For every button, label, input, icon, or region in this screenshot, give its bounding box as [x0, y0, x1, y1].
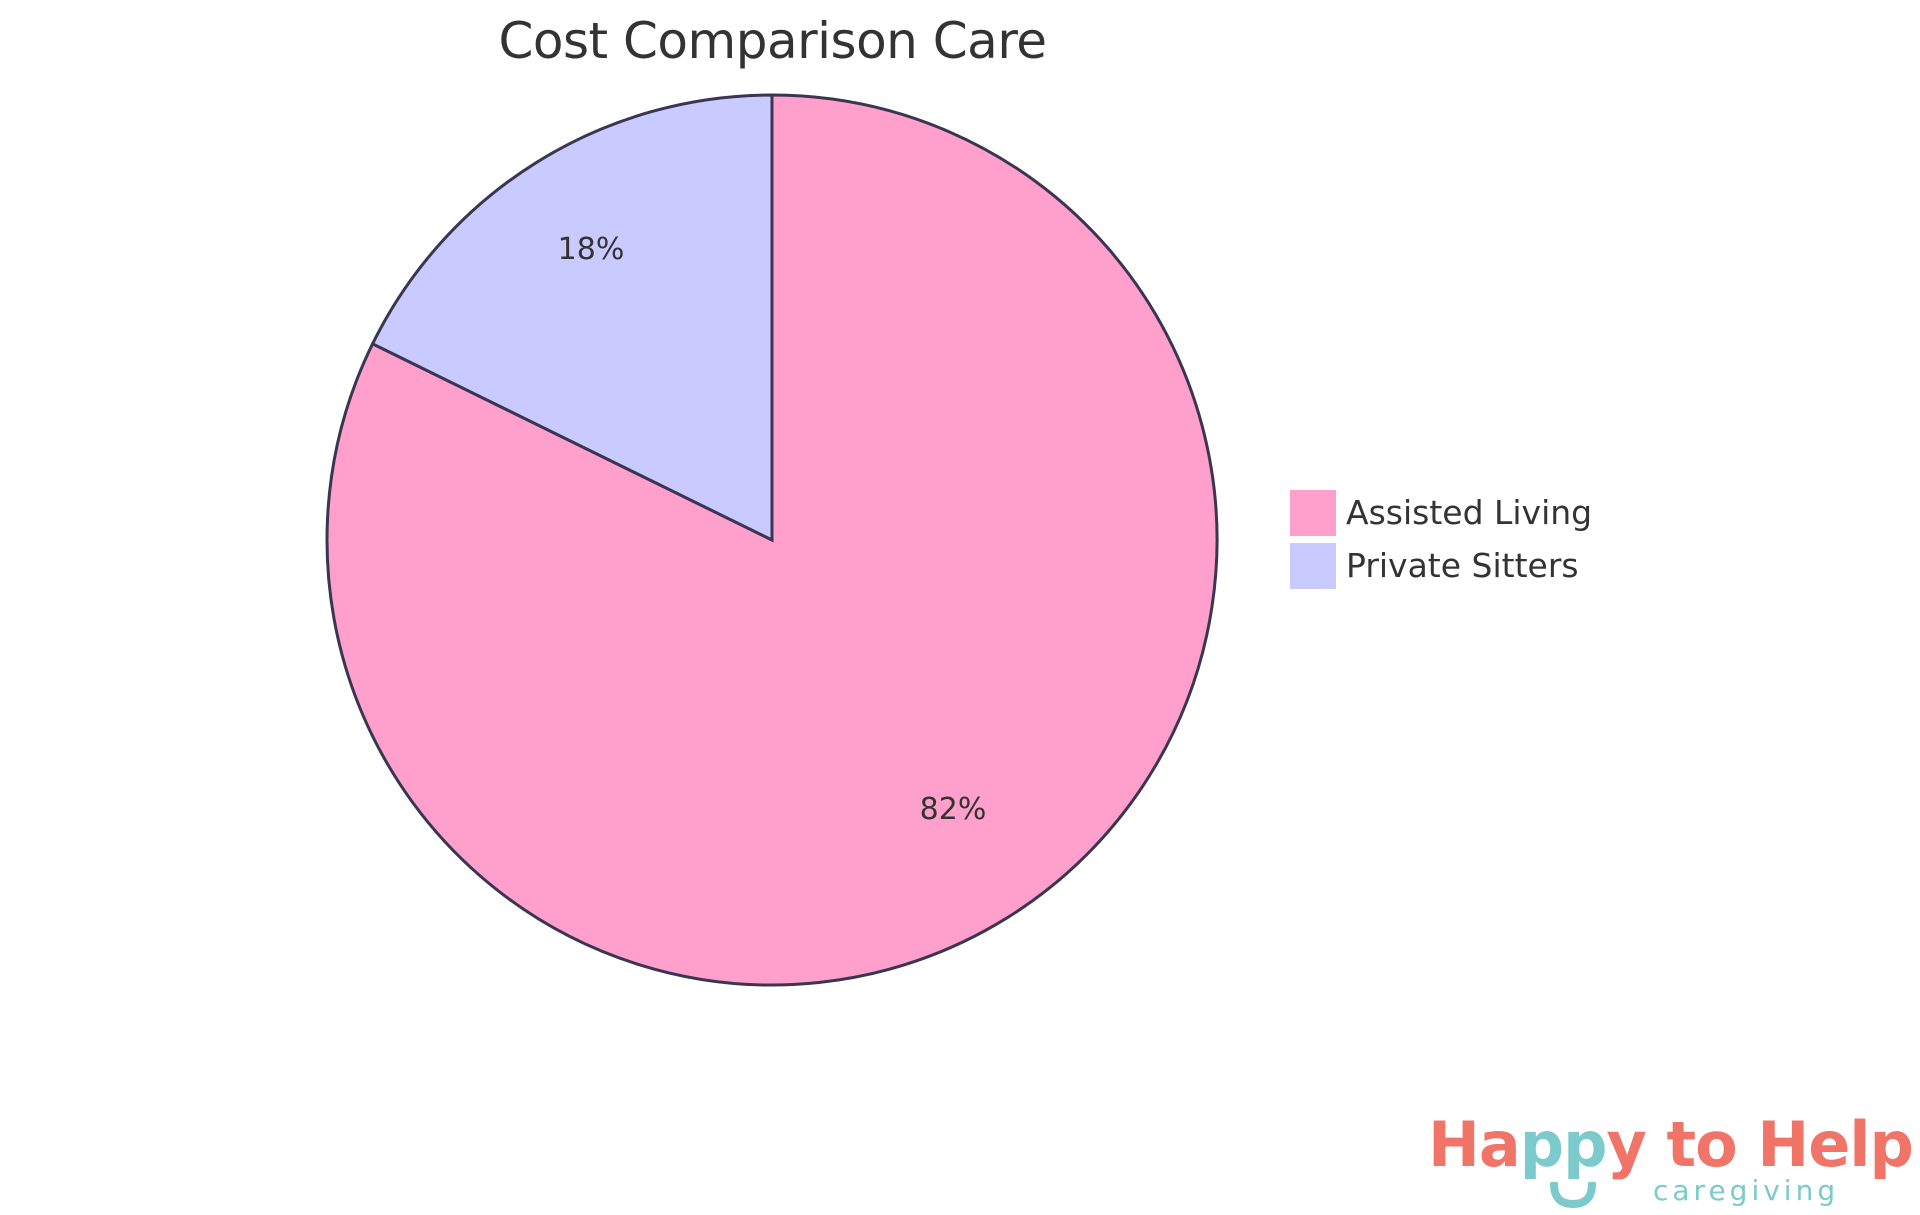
logo-subtitle: caregiving	[1653, 1174, 1840, 1207]
legend: Assisted Living Private Sitters	[1290, 486, 1592, 592]
legend-label: Private Sitters	[1346, 546, 1579, 585]
chart-title: Cost Comparison Care	[498, 12, 1047, 70]
legend-swatch-assisted-living	[1290, 489, 1336, 536]
legend-item-assisted-living: Assisted Living	[1290, 486, 1592, 539]
logo-text-part2: pp	[1519, 1108, 1608, 1181]
legend-item-private-sitters: Private Sitters	[1290, 539, 1592, 592]
logo-wordmark: Happy to Help	[1428, 1108, 1914, 1181]
slice-label-private-sitters: 18%	[558, 232, 625, 267]
smile-icon	[1550, 1182, 1596, 1208]
slice-private-sitters	[370, 93, 774, 543]
logo-text-part1: Ha	[1428, 1108, 1521, 1181]
slice-label-assisted-living: 82%	[920, 792, 987, 827]
legend-swatch-private-sitters	[1290, 542, 1336, 589]
company-logo: Happy to Help caregiving	[1428, 1108, 1914, 1208]
logo-text-part3: y to Help	[1606, 1108, 1914, 1181]
legend-label: Assisted Living	[1346, 493, 1593, 532]
